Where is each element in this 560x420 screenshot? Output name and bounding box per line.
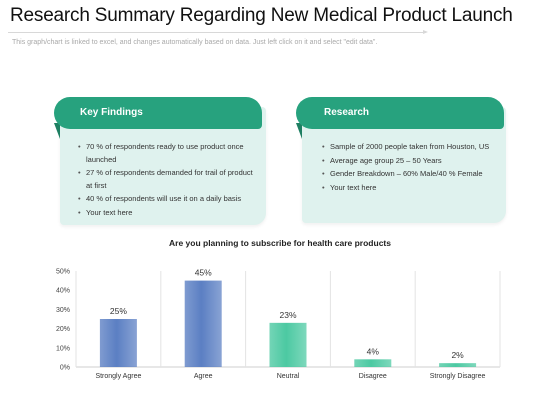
list-item: Your text here	[78, 207, 256, 220]
key-findings-heading: Key Findings	[54, 97, 262, 129]
x-tick-label: Disagree	[359, 373, 387, 380]
data-label: 4%	[367, 346, 380, 356]
title-divider	[8, 30, 428, 34]
x-tick-label: Neutral	[277, 373, 300, 380]
list-item: 70 % of respondents ready to use product…	[78, 141, 256, 166]
bar	[269, 322, 307, 367]
research-card: Research Sample of 2000 people taken fro…	[296, 97, 506, 223]
x-tick-label: Strongly Disagree	[430, 373, 486, 380]
data-label: 25%	[110, 306, 127, 316]
list-item: 40 % of respondents will use it on a dai…	[78, 193, 256, 206]
x-tick-label: Strongly Agree	[95, 373, 141, 380]
list-item: Gender Breakdown – 60% Male/40 % Female	[322, 168, 496, 181]
bar	[439, 363, 477, 367]
key-findings-list: 70 % of respondents ready to use product…	[78, 141, 256, 220]
list-item: 27 % of respondents demanded for trail o…	[78, 167, 256, 192]
data-label: 23%	[279, 310, 296, 320]
y-tick-label: 20%	[56, 326, 70, 333]
data-label: 45%	[195, 268, 212, 278]
card-fold	[296, 123, 302, 139]
y-tick-label: 30%	[56, 307, 70, 314]
y-tick-label: 40%	[56, 288, 70, 295]
bar	[354, 359, 392, 367]
bar	[99, 319, 137, 367]
card-fold	[54, 123, 60, 139]
page-subtitle: This graph/chart is linked to excel, and…	[12, 39, 378, 46]
data-label: 2%	[451, 350, 464, 360]
page-title: Research Summary Regarding New Medical P…	[10, 5, 513, 26]
list-item: Sample of 2000 people taken from Houston…	[322, 141, 496, 154]
research-heading: Research	[296, 97, 504, 129]
research-list: Sample of 2000 people taken from Houston…	[322, 141, 496, 195]
chart-title: Are you planning to subscribe for health…	[169, 238, 391, 248]
y-tick-label: 0%	[60, 365, 70, 372]
y-tick-label: 50%	[56, 269, 70, 276]
key-findings-card: Key Findings 70 % of respondents ready t…	[54, 97, 266, 225]
bar	[184, 280, 222, 367]
x-tick-label: Agree	[194, 373, 213, 380]
list-item: Your text here	[322, 182, 496, 195]
list-item: Average age group 25 – 50 Years	[322, 155, 496, 168]
y-tick-label: 10%	[56, 345, 70, 352]
